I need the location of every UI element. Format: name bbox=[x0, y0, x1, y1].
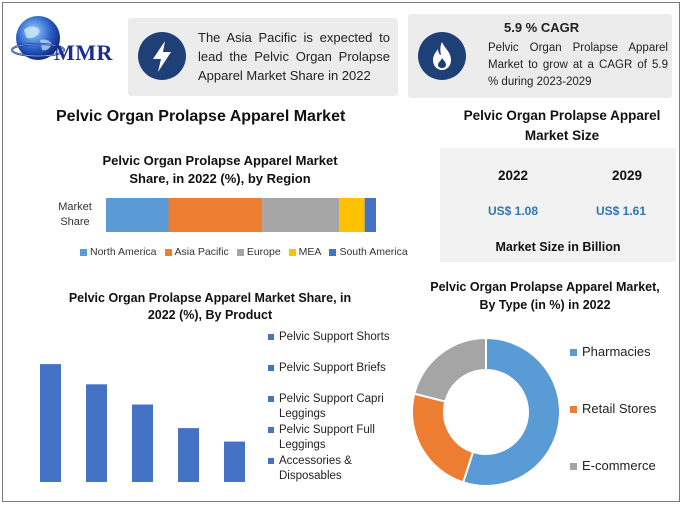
region-legend: North America Asia Pacific Europe MEA South … bbox=[80, 246, 408, 258]
legend-swatch bbox=[570, 463, 577, 470]
product-chart-title: Pelvic Organ Prolapse Apparel Market Sha… bbox=[68, 291, 352, 322]
region-segment-south-america bbox=[364, 198, 376, 232]
flame-icon bbox=[418, 32, 466, 80]
region-segment-north-america bbox=[106, 198, 169, 232]
logo-text: MMR bbox=[54, 40, 113, 65]
donut-slice-retail-stores bbox=[411, 392, 475, 484]
type-legend-label: Retail Stores bbox=[582, 401, 657, 416]
value-2022: US$ 1.08 bbox=[488, 204, 539, 218]
region-legend-label: South America bbox=[339, 246, 408, 258]
value-2029: US$ 1.61 bbox=[596, 204, 647, 218]
product-legend-item: Pelvic Support Full Leggings bbox=[268, 423, 388, 453]
product-legend-item: Pelvic Support Shorts bbox=[268, 330, 390, 345]
product-bar-chart bbox=[40, 364, 245, 482]
year-2029: 2029 bbox=[612, 168, 643, 183]
region-legend-label: Europe bbox=[246, 246, 281, 258]
region-chart-title: Pelvic Organ Prolapse Apparel Market Sha… bbox=[102, 153, 338, 186]
region-legend-item: South America bbox=[329, 246, 408, 258]
cagr-title: 5.9 % CAGR bbox=[504, 20, 580, 35]
product-bar bbox=[224, 441, 245, 482]
legend-swatch bbox=[268, 365, 274, 371]
region-legend-label: North America bbox=[90, 246, 157, 258]
product-legend-label: Pelvic Support Full Leggings bbox=[279, 424, 375, 451]
product-legend-label: Pelvic Support Capri Leggings bbox=[279, 393, 384, 420]
globe-icon bbox=[11, 16, 65, 60]
type-legend-item: Pharmacies bbox=[570, 344, 651, 359]
region-legend-item: Asia Pacific bbox=[164, 246, 229, 258]
product-bar bbox=[132, 404, 153, 482]
donut-slice-e-commerce bbox=[413, 336, 487, 403]
region-legend-item: Europe bbox=[236, 246, 281, 258]
legend-swatch bbox=[570, 406, 577, 413]
product-legend-item: Accessories & Disposables bbox=[268, 454, 368, 484]
market-size-footer: Market Size in Billion bbox=[495, 240, 621, 254]
type-legend-item: E-commerce bbox=[570, 458, 656, 473]
product-bar bbox=[40, 364, 61, 482]
region-legend-label: Asia Pacific bbox=[174, 246, 229, 258]
legend-swatch bbox=[268, 334, 274, 340]
legend-swatch bbox=[236, 248, 244, 256]
donut-slice-pharmacies bbox=[461, 336, 561, 487]
product-legend-item: Pelvic Support Briefs bbox=[268, 361, 386, 376]
product-legend-label: Pelvic Support Briefs bbox=[279, 362, 386, 374]
legend-swatch bbox=[268, 427, 274, 433]
type-donut-chart bbox=[411, 336, 561, 487]
cagr-card: 5.9 % CAGR Pelvic Organ Prolapse Apparel… bbox=[408, 14, 672, 98]
legend-swatch bbox=[268, 396, 274, 402]
year-2022: 2022 bbox=[498, 168, 529, 183]
type-legend-item: Retail Stores bbox=[570, 401, 656, 416]
type-chart-title: Pelvic Organ Prolapse Apparel Market, By… bbox=[430, 280, 660, 312]
lightning-icon bbox=[138, 32, 186, 80]
asia-pacific-text: The Asia Pacific is expected to lead the… bbox=[198, 30, 390, 83]
region-legend-item: North America bbox=[80, 246, 157, 258]
region-segment-mea bbox=[339, 198, 365, 232]
type-legend-label: Pharmacies bbox=[582, 344, 651, 359]
market-size-title: Pelvic Organ Prolapse Apparel Market Siz… bbox=[463, 108, 661, 143]
asia-pacific-card: The Asia Pacific is expected to lead the… bbox=[128, 18, 398, 96]
region-row-label: Market Share bbox=[58, 201, 92, 228]
product-legend-label: Pelvic Support Shorts bbox=[279, 331, 390, 343]
region-legend-item: MEA bbox=[288, 246, 322, 258]
legend-swatch bbox=[288, 248, 296, 256]
market-size-panel: 2022 2029 US$ 1.08 US$ 1.61 Market Size … bbox=[440, 148, 676, 262]
type-legend-label: E-commerce bbox=[582, 458, 656, 473]
legend-swatch bbox=[164, 248, 172, 256]
page-title: Pelvic Organ Prolapse Apparel Market bbox=[56, 108, 346, 125]
region-stacked-bar bbox=[106, 198, 376, 232]
region-legend-label: MEA bbox=[298, 246, 322, 258]
legend-swatch bbox=[329, 248, 337, 256]
legend-swatch bbox=[80, 248, 87, 256]
region-segment-europe bbox=[262, 198, 340, 232]
cagr-text: Pelvic Organ Prolapse Apparel Market to … bbox=[488, 42, 668, 88]
mmr-logo: MMR bbox=[8, 10, 126, 70]
legend-swatch bbox=[570, 349, 577, 356]
infographic-frame bbox=[2, 2, 680, 502]
legend-swatch bbox=[268, 458, 274, 464]
product-bar bbox=[86, 384, 107, 482]
region-segment-asia-pacific bbox=[168, 198, 263, 232]
product-legend-label: Accessories & Disposables bbox=[279, 455, 352, 482]
product-legend-item: Pelvic Support Capri Leggings bbox=[268, 392, 388, 422]
product-bar bbox=[178, 428, 199, 482]
